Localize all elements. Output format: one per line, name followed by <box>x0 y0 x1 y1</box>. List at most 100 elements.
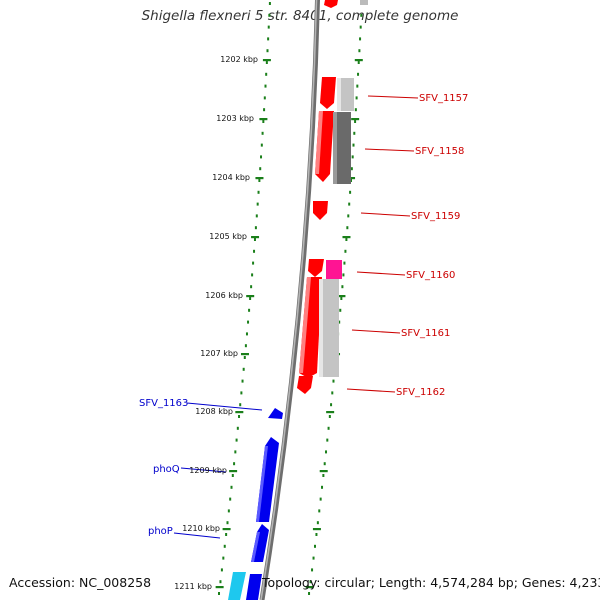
gene-arrow-sfv-1159[interactable] <box>313 201 328 220</box>
scale-tick <box>263 96 266 100</box>
gene-arrow-sfv-1157[interactable] <box>320 77 336 109</box>
scale-tick <box>238 415 241 418</box>
scale-tick <box>230 485 233 489</box>
scale-tick <box>354 120 357 123</box>
scale-tick <box>267 25 270 29</box>
gene-label-sfv-1161[interactable]: SFV_1161 <box>401 328 450 339</box>
gene-box-gray-1161[interactable] <box>319 279 339 377</box>
gene-box-dark-1158[interactable] <box>333 112 351 184</box>
scale-ticks-left <box>215 2 271 595</box>
scale-tick <box>359 25 362 29</box>
scale-tick <box>331 391 334 395</box>
scale-tick <box>240 391 243 395</box>
scale-tick <box>266 49 269 53</box>
gene-label-sfv-1159[interactable]: SFV_1159 <box>411 211 460 222</box>
scale-tick <box>225 533 228 536</box>
scale-tick <box>340 297 343 300</box>
gene-arrow-sfv-1163[interactable] <box>268 408 283 419</box>
gene-label-sfv-1158[interactable]: SFV_1158 <box>415 146 464 157</box>
gene-box-magenta-1160[interactable] <box>326 260 342 279</box>
scale-label-1207: 1207 kbp <box>200 349 238 358</box>
scale-major-tick <box>259 118 268 121</box>
scale-tick <box>258 179 261 182</box>
scale-tick <box>256 202 259 206</box>
scale-tick <box>231 474 234 477</box>
scale-tick <box>321 485 324 489</box>
scale-tick <box>245 332 248 336</box>
scale-tick <box>327 426 330 430</box>
gene-label-phop[interactable]: phoP <box>148 526 173 537</box>
scale-label-1205: 1205 kbp <box>209 232 247 241</box>
scale-tick <box>353 131 356 135</box>
scale-tick <box>243 356 246 359</box>
gene-label-sfv-1160[interactable]: SFV_1160 <box>406 270 455 281</box>
scale-major-tick <box>222 528 231 531</box>
scale-tick <box>351 155 354 159</box>
gene-arrow-sfv-1160[interactable] <box>308 259 324 277</box>
topology-text: Topology: circular; Length: 4,574,284 bp… <box>262 575 600 590</box>
gene-labels-right: SFV_1157 SFV_1158 SFV_1159 SFV_1160 SFV_… <box>396 93 468 398</box>
scale-tick <box>249 297 252 300</box>
scale-tick <box>348 202 351 206</box>
scale-tick <box>343 261 346 265</box>
scale-major-tick <box>347 177 356 180</box>
scale-label-1208: 1208 kbp <box>195 407 233 416</box>
gene-label-sfv-1157[interactable]: SFV_1157 <box>419 93 468 104</box>
scale-tick <box>312 556 315 560</box>
scale-major-tick <box>305 586 314 589</box>
scale-tick <box>318 509 321 513</box>
scale-label-1210: 1210 kbp <box>182 524 220 533</box>
scale-tick <box>358 49 361 53</box>
scale-label-1206: 1206 kbp <box>205 291 243 300</box>
scale-label-1209: 1209 kbp <box>189 466 227 475</box>
gene-label-sfv-1162[interactable]: SFV_1162 <box>396 387 445 398</box>
gene-label-phoq[interactable]: phoQ <box>153 464 180 475</box>
gene-box-gray-1157[interactable] <box>337 78 354 111</box>
scale-tick <box>234 450 237 454</box>
scale-tick <box>332 379 335 383</box>
scale-tick <box>260 155 263 159</box>
gene-arrow-phoq[interactable] <box>256 437 279 522</box>
scale-major-tick <box>351 118 360 121</box>
gene-label-sfv-1163[interactable]: SFV_1163 <box>139 398 188 409</box>
scale-tick <box>342 273 345 277</box>
scale-tick <box>235 438 238 442</box>
scale-tick <box>267 37 270 41</box>
scale-tick <box>341 285 344 289</box>
scale-tick <box>319 497 322 501</box>
scale-tick <box>330 403 333 407</box>
gene-arrow-sfv-1162[interactable] <box>297 376 313 394</box>
scale-tick <box>242 367 245 371</box>
scale-major-tick <box>262 59 271 62</box>
scale-tick <box>244 344 247 348</box>
scale-tick <box>222 556 225 560</box>
scale-major-tick <box>319 470 328 473</box>
scale-tick <box>219 580 222 584</box>
gene-arrow-cyan[interactable] <box>228 572 246 600</box>
scale-tick <box>308 592 311 595</box>
scale-tick <box>241 379 244 383</box>
scale-label-1211: 1211 kbp <box>174 582 212 591</box>
scale-major-tick <box>354 59 363 62</box>
scale-tick <box>229 497 232 501</box>
gene-box-gray-top[interactable] <box>360 0 368 5</box>
scale-tick <box>253 238 256 241</box>
genome-backbone <box>259 0 320 600</box>
scale-tick <box>339 308 342 312</box>
scale-tick <box>260 143 263 147</box>
scale-tick <box>344 249 347 253</box>
gene-arrow-sfv-1156[interactable] <box>324 0 338 8</box>
gene-arrow-sfv-1161[interactable] <box>299 277 322 378</box>
scale-tick <box>309 580 312 584</box>
scale-major-tick <box>246 295 255 298</box>
scale-tick <box>252 261 255 265</box>
scale-tick <box>315 533 318 536</box>
gene-arrow-blue-bottom[interactable] <box>246 574 262 600</box>
scale-tick <box>268 13 271 17</box>
scale-tick <box>265 61 268 64</box>
scale-tick <box>247 320 250 324</box>
scale-tick <box>239 403 242 407</box>
scale-tick <box>338 320 341 324</box>
scale-tick <box>223 544 226 548</box>
